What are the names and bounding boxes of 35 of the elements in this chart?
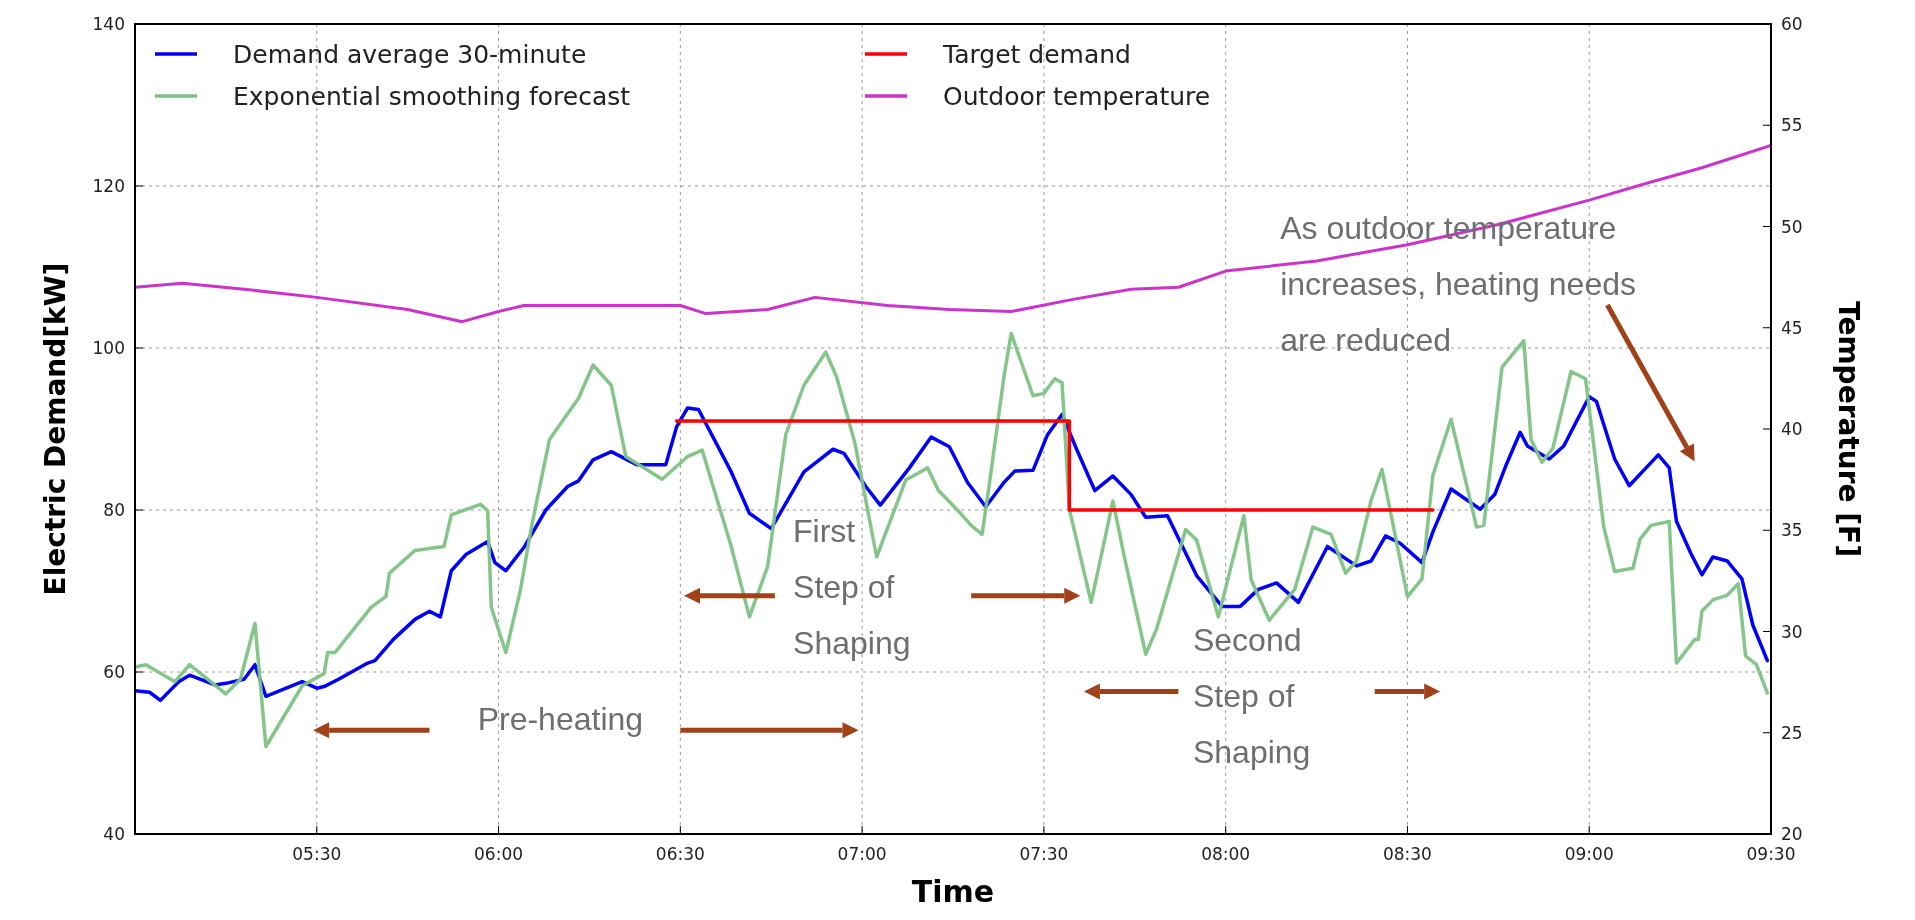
- y2-tick-label: 25: [1781, 722, 1803, 743]
- x-tick-label: 06:00: [474, 844, 524, 864]
- y2-tick-label: 30: [1781, 621, 1803, 642]
- y-tick-label: 40: [103, 824, 125, 844]
- legend-label: Demand average 30-minute: [233, 40, 587, 69]
- x-tick-label: 06:30: [655, 844, 705, 864]
- x-tick-label: 09:00: [1564, 844, 1614, 864]
- y2-axis-title: Temperature [F]: [1832, 301, 1865, 557]
- y2-tick-label: 60: [1781, 14, 1803, 34]
- line-series: [135, 144, 1771, 324]
- y2-tick-label: 40: [1781, 419, 1803, 439]
- x-tick-label: 07:00: [837, 844, 887, 864]
- legend-label: Exponential smoothing forecast: [233, 82, 631, 111]
- x-tick-label: 07:30: [1019, 844, 1069, 864]
- annotation: Second Step of Shaping: [1192, 621, 1311, 770]
- annotation: Pre-heating: [477, 701, 644, 738]
- y-tick-label: 140: [92, 14, 125, 34]
- y2-tick-label: 50: [1781, 216, 1803, 237]
- y2-tick-label: 55: [1781, 115, 1803, 136]
- x-axis-title: Time: [911, 874, 995, 909]
- y2-tick-label: 20: [1781, 824, 1803, 844]
- x-tick-label: 08:00: [1201, 844, 1251, 864]
- x-tick-label: 05:30: [292, 844, 342, 864]
- annotation: First Step of Shaping: [793, 512, 911, 661]
- y-axis-title: Electric Demand[kW]: [39, 262, 72, 596]
- y-tick-label: 60: [103, 662, 125, 682]
- y-tick-label: 100: [92, 338, 125, 358]
- x-tick-label: 08:30: [1382, 844, 1432, 864]
- legend-label: Outdoor temperature: [943, 82, 1211, 111]
- y-tick-label: 80: [103, 500, 125, 520]
- x-tick-label: 09:30: [1746, 844, 1796, 864]
- y-tick-label: 120: [92, 176, 125, 196]
- y2-tick-label: 45: [1781, 317, 1803, 338]
- legend-label: Target demand: [942, 40, 1131, 69]
- y2-tick-label: 35: [1781, 520, 1803, 541]
